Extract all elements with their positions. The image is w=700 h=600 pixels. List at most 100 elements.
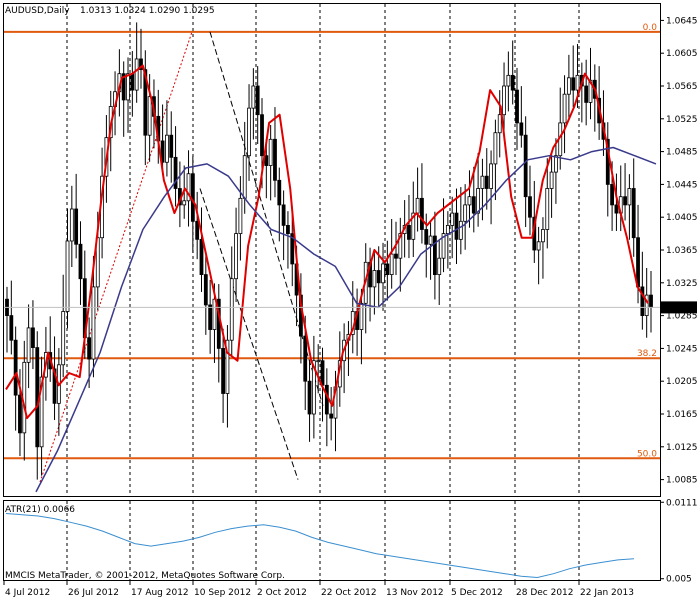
candle-body: [255, 85, 260, 116]
price-axis: 1.0645 1.0605 1.0565 1.0525 1.0485 1.0445 1.04…: [660, 16, 698, 486]
last-price-box: [661, 301, 697, 314]
black-trend-line-lower: [199, 188, 299, 480]
candle-body: [78, 243, 83, 280]
candle-body: [130, 73, 135, 91]
candle-body: [268, 138, 273, 166]
candle-body: [545, 188, 550, 230]
candle-body: [636, 237, 640, 288]
candle-body: [502, 85, 506, 116]
candle-body: [432, 235, 437, 275]
fib-level-label: 0.0: [643, 23, 658, 33]
time-label: 4 Jul 2012: [5, 588, 50, 598]
candle-body: [649, 294, 653, 308]
candle-body: [484, 175, 489, 189]
candle-body: [428, 235, 433, 245]
candle-body: [225, 339, 230, 394]
candle-body: [584, 85, 589, 103]
time-label: 22 Oct 2012: [321, 588, 377, 598]
candle-body: [91, 286, 96, 360]
candle-body: [614, 204, 619, 214]
candle-body: [441, 233, 446, 259]
candle-body: [424, 229, 429, 245]
candle-body: [389, 253, 394, 276]
moving-averages: [5, 64, 657, 493]
price-label: 1.0605: [666, 49, 698, 59]
candle-body: [420, 197, 424, 230]
candle-body: [324, 384, 329, 415]
candle-body: [169, 134, 174, 158]
price-label: 1.0405: [666, 213, 698, 223]
candle-body: [623, 196, 627, 206]
candle-body: [644, 294, 649, 317]
candle-body: [631, 188, 636, 239]
candle-body: [519, 122, 524, 136]
candle-body: [247, 107, 251, 157]
sma-blue-line: [35, 146, 657, 493]
atr-panel-frame: [3, 500, 661, 581]
candle-body: [195, 220, 200, 240]
candle-body: [467, 196, 472, 206]
candle-body: [588, 79, 593, 103]
candle-body: [407, 224, 411, 240]
fib-level-label: 50.0: [637, 449, 657, 459]
candle-body: [286, 224, 290, 234]
candle-body: [394, 253, 398, 259]
price-label: 1.0085: [666, 476, 698, 486]
candle-body: [212, 298, 217, 330]
candle-body: [359, 302, 364, 330]
ema-red-line: [5, 64, 649, 420]
fibonacci-levels: 0.0 38.2 50.0: [4, 23, 660, 460]
candle-body: [575, 74, 580, 91]
time-label: 26 Jul 2012: [68, 588, 119, 598]
candle-body: [251, 85, 256, 109]
vertical-grid: [66, 4, 580, 580]
candle-body: [528, 196, 532, 218]
candle-body: [493, 132, 498, 165]
candle-body: [571, 77, 576, 91]
chart-ohlc-values: 1.0313 1.0324 1.0290 1.0295: [80, 6, 215, 16]
candle-body: [18, 394, 22, 434]
candle-body: [160, 140, 165, 163]
atr-axis: 0.0111 0.005: [660, 498, 698, 585]
candle-body: [121, 73, 126, 101]
candle-body: [277, 179, 282, 206]
candle-body: [463, 204, 468, 222]
atr-series-line: [5, 513, 635, 579]
price-label: 1.0165: [666, 410, 698, 420]
time-label: 5 Dec 2012: [451, 588, 503, 598]
current-price-marker: 1.0295: [4, 301, 697, 314]
atr-title: ATR(21) 0.0066: [5, 505, 75, 515]
candle-body: [320, 360, 325, 386]
time-label: 17 Aug 2012: [131, 588, 189, 598]
candle-body: [87, 337, 92, 360]
candle-body: [510, 74, 515, 91]
candle-body: [450, 212, 455, 226]
candle-body: [61, 311, 66, 366]
price-label: 1.0285: [666, 312, 698, 322]
candle-body: [264, 155, 269, 166]
candle-body: [415, 197, 420, 214]
candle-body: [385, 263, 390, 276]
price-label: 1.0125: [666, 443, 698, 453]
candle-body: [610, 183, 615, 206]
candle-body: [186, 173, 191, 202]
candle-body: [480, 175, 485, 189]
time-axis: 4 Jul 2012 26 Jul 2012 17 Aug 2012 10 Sep 2…: [3, 581, 634, 598]
price-label: 1.0245: [666, 344, 698, 354]
last-price-label: 1.0295: [663, 303, 695, 313]
candle-body: [471, 196, 476, 214]
price-label: 1.0325: [666, 279, 698, 289]
time-label: 22 Jan 2013: [580, 588, 634, 598]
candle-body: [260, 114, 264, 157]
candle-body: [372, 270, 377, 288]
candle-body: [307, 380, 312, 415]
candle-body: [69, 208, 74, 242]
candle-body: [549, 171, 554, 189]
price-label: 1.0525: [666, 115, 698, 125]
candle-body: [523, 134, 528, 198]
candle-body: [199, 238, 204, 275]
price-label: 1.0205: [666, 377, 698, 387]
candle-body: [165, 134, 169, 163]
candle-body: [281, 204, 286, 226]
candle-body: [9, 315, 14, 341]
